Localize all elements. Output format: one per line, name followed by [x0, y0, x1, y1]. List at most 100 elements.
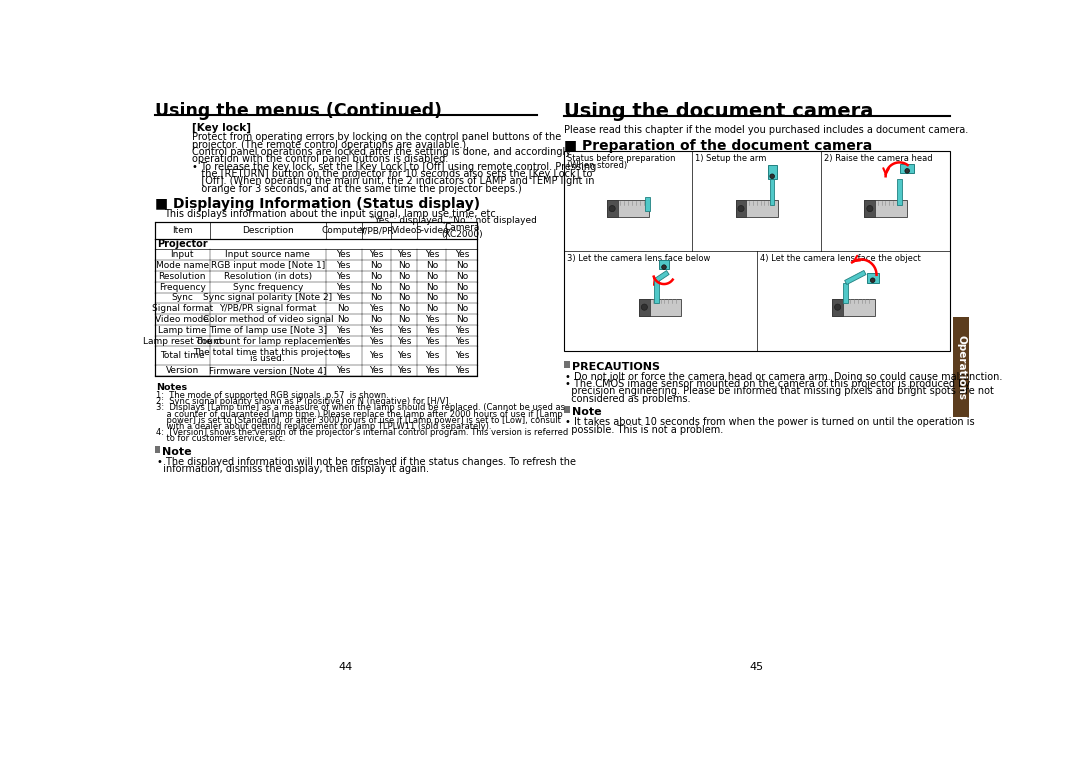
Text: Yes: Yes [455, 351, 469, 360]
Text: Yes: Yes [455, 365, 469, 375]
Text: Video mode: Video mode [156, 315, 210, 324]
Text: Yes: Yes [337, 272, 351, 281]
Text: Firmware version [Note 4]: Firmware version [Note 4] [210, 365, 326, 375]
Text: Sync frequency: Sync frequency [232, 282, 303, 291]
Text: ■ Preparation of the document camera: ■ Preparation of the document camera [564, 139, 872, 153]
Text: Yes: Yes [424, 326, 440, 335]
Bar [735, 200, 746, 217]
Bar [564, 151, 950, 351]
Text: orange for 3 seconds, and at the same time the projector beeps.): orange for 3 seconds, and at the same ti… [191, 184, 522, 194]
Text: with a dealer about getting replacement for lamp TLPLW11 (sold separately).: with a dealer about getting replacement … [157, 422, 491, 431]
Text: Yes: Yes [397, 336, 411, 346]
Text: Yes: Yes [397, 250, 411, 259]
Bar [154, 446, 160, 452]
Text: This displays information about the input signal, lamp use time, etc.: This displays information about the inpu… [164, 208, 499, 219]
Text: Input: Input [171, 250, 194, 259]
Text: Yes: Yes [424, 336, 440, 346]
Text: 44: 44 [338, 662, 353, 671]
Text: Computer: Computer [321, 227, 366, 236]
Circle shape [867, 205, 873, 211]
Polygon shape [654, 271, 670, 282]
Text: ■ Displaying Information (Status display): ■ Displaying Information (Status display… [154, 197, 480, 211]
Text: Frequency: Frequency [159, 282, 206, 291]
Text: No: No [338, 315, 350, 324]
Text: No: No [338, 304, 350, 313]
Text: 3:  Displays [Lamp time] as a measure of when the lamp should be replaced. (Cann: 3: Displays [Lamp time] as a measure of … [157, 404, 565, 413]
Text: No: No [399, 261, 410, 270]
Text: Y/PB/PR signal format: Y/PB/PR signal format [219, 304, 316, 313]
Bar [833, 298, 875, 316]
Text: Control panel operations are locked after the setting is done, and accordingly: Control panel operations are locked afte… [191, 147, 570, 157]
Text: [Off]. (When operating the main unit, the 2 indicators of LAMP and TEMP light in: [Off]. (When operating the main unit, th… [191, 176, 594, 186]
Text: Projector: Projector [157, 240, 207, 250]
Text: 1) Setup the arm: 1) Setup the arm [696, 154, 767, 163]
Bar [864, 200, 907, 217]
Text: No: No [426, 261, 438, 270]
Text: No: No [370, 282, 382, 291]
Text: The total time that this projector: The total time that this projector [193, 349, 342, 358]
Text: (XC2000): (XC2000) [441, 230, 483, 239]
Bar [154, 282, 477, 292]
Text: Input source name: Input source name [226, 250, 310, 259]
Bar [154, 240, 477, 250]
Circle shape [870, 278, 875, 282]
Text: • It takes about 10 seconds from when the power is turned on until the operation: • It takes about 10 seconds from when th… [565, 417, 974, 427]
Text: No: No [456, 294, 468, 302]
Bar [833, 298, 843, 316]
Circle shape [738, 205, 744, 211]
Text: No: No [399, 304, 410, 313]
Text: Yes: Yes [397, 351, 411, 360]
Text: possible. This is not a problem.: possible. This is not a problem. [565, 424, 724, 435]
Text: Yes: Yes [369, 304, 383, 313]
Text: Protect from operating errors by locking on the control panel buttons of the: Protect from operating errors by locking… [191, 132, 561, 143]
Bar [768, 165, 777, 179]
Text: Item: Item [172, 227, 192, 236]
Bar [154, 336, 477, 346]
Text: No: No [426, 282, 438, 291]
Text: Yes: Yes [424, 351, 440, 360]
Bar [645, 197, 650, 211]
Text: PRECAUTIONS: PRECAUTIONS [572, 362, 660, 372]
Text: [Key lock]: [Key lock] [191, 123, 251, 134]
Text: Lamp reset count: Lamp reset count [143, 336, 222, 346]
Text: Yes: Yes [337, 250, 351, 259]
Circle shape [609, 205, 616, 211]
Text: Yes: Yes [424, 315, 440, 324]
Text: No: No [370, 315, 382, 324]
Text: precision engineering. Please be informed that missing pixels and bright spots a: precision engineering. Please be informe… [565, 387, 994, 397]
Bar [154, 260, 477, 271]
Bar [866, 273, 879, 282]
Text: Operations: Operations [956, 335, 967, 400]
Text: No: No [370, 294, 382, 302]
Text: Yes: Yes [424, 250, 440, 259]
Bar [901, 164, 914, 173]
Polygon shape [770, 178, 774, 204]
Text: Yes: Yes [369, 326, 383, 335]
Text: Sync: Sync [172, 294, 193, 302]
Bar [564, 407, 569, 414]
Polygon shape [654, 280, 659, 304]
Text: Note: Note [572, 407, 602, 417]
Polygon shape [845, 270, 866, 285]
Text: (When stored): (When stored) [567, 161, 626, 170]
Text: Total time: Total time [160, 351, 205, 360]
Text: 45: 45 [750, 662, 764, 671]
Text: Yes: Yes [369, 365, 383, 375]
Text: • The CMOS image sensor mounted on the camera of this projector is produced by: • The CMOS image sensor mounted on the c… [565, 379, 970, 389]
Text: No: No [399, 282, 410, 291]
Text: No: No [399, 315, 410, 324]
Text: considered as problems.: considered as problems. [565, 394, 690, 404]
Circle shape [642, 304, 647, 311]
Bar [735, 200, 778, 217]
Text: • Do not jolt or force the camera head or camera arm. Doing so could cause malfu: • Do not jolt or force the camera head o… [565, 372, 1002, 382]
Bar [154, 365, 477, 375]
Text: Yes: Yes [369, 351, 383, 360]
Text: 1:  The mode of supported RGB signals  p.57  is shown.: 1: The mode of supported RGB signals p.5… [157, 391, 389, 400]
Text: S-video: S-video [415, 227, 448, 236]
Bar [154, 346, 477, 365]
Text: Using the menus (Continued): Using the menus (Continued) [154, 101, 442, 120]
Text: a counter of guaranteed lamp time.) Please replace the lamp after 2000 hours of : a counter of guaranteed lamp time.) Plea… [157, 410, 563, 419]
Text: No: No [370, 272, 382, 281]
Text: Yes: Yes [337, 294, 351, 302]
Text: Color method of video signal: Color method of video signal [203, 315, 333, 324]
